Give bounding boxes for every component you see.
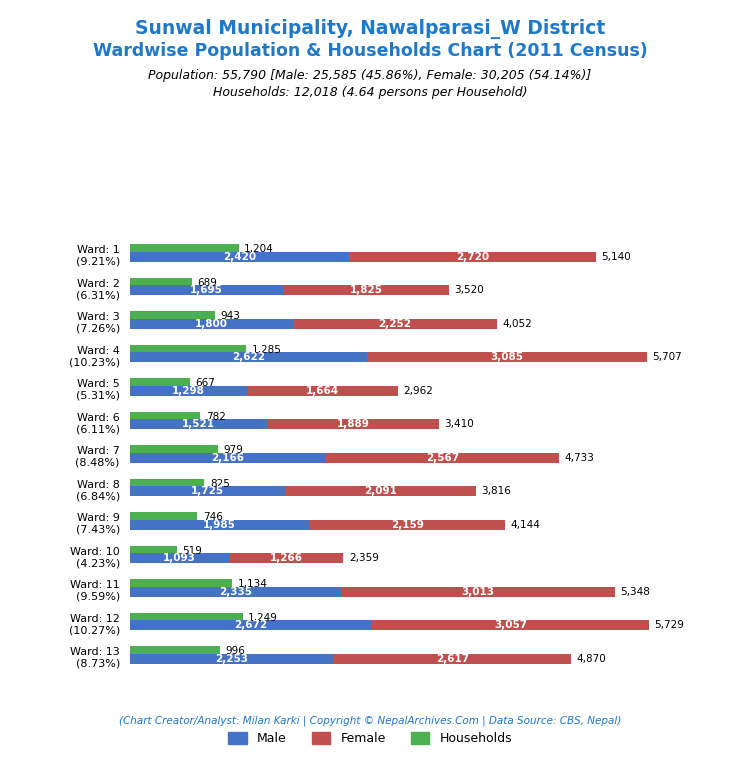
Text: 4,870: 4,870	[576, 654, 607, 664]
Bar	[130, 285, 283, 295]
Text: 1,285: 1,285	[252, 345, 281, 355]
Bar	[130, 319, 293, 329]
Text: 1,249: 1,249	[248, 613, 278, 623]
Text: 782: 782	[206, 412, 226, 422]
Text: 3,520: 3,520	[454, 285, 484, 295]
Text: 1,825: 1,825	[349, 285, 383, 295]
Text: 1,134: 1,134	[238, 579, 268, 589]
Text: 3,085: 3,085	[491, 353, 524, 362]
Text: 2,420: 2,420	[223, 252, 256, 262]
Text: 1,266: 1,266	[269, 553, 303, 563]
Bar	[130, 345, 246, 355]
Bar	[293, 319, 497, 329]
Text: 2,672: 2,672	[234, 620, 267, 630]
Bar	[130, 613, 243, 623]
Bar	[283, 285, 448, 295]
Text: 3,410: 3,410	[444, 419, 474, 429]
Text: 5,140: 5,140	[601, 252, 631, 262]
Bar	[309, 520, 505, 530]
Legend: Male, Female, Households: Male, Female, Households	[223, 727, 517, 750]
Text: 519: 519	[182, 546, 202, 556]
Text: Households: 12,018 (4.64 persons per Household): Households: 12,018 (4.64 persons per Hou…	[213, 86, 527, 99]
Bar	[130, 546, 177, 556]
Bar	[130, 379, 190, 389]
Text: 5,348: 5,348	[620, 587, 650, 597]
Bar	[130, 386, 247, 396]
Bar	[130, 252, 349, 262]
Text: 3,816: 3,816	[481, 486, 511, 496]
Text: 1,725: 1,725	[191, 486, 224, 496]
Bar	[349, 252, 596, 262]
Text: 1,664: 1,664	[306, 386, 339, 396]
Bar	[334, 654, 571, 664]
Bar	[367, 353, 648, 362]
Text: 996: 996	[225, 646, 245, 656]
Bar	[267, 419, 439, 429]
Text: 2,962: 2,962	[403, 386, 434, 396]
Bar	[130, 353, 367, 362]
Bar	[286, 486, 476, 496]
Text: 2,720: 2,720	[456, 252, 489, 262]
Text: 3,013: 3,013	[462, 587, 494, 597]
Text: 5,729: 5,729	[655, 620, 684, 630]
Text: 1,204: 1,204	[244, 244, 274, 254]
Text: 4,733: 4,733	[565, 452, 594, 462]
Bar	[130, 646, 220, 656]
Text: 1,985: 1,985	[203, 520, 236, 530]
Text: 2,166: 2,166	[211, 452, 244, 462]
Text: 1,298: 1,298	[172, 386, 205, 396]
Text: (Chart Creator/Analyst: Milan Karki | Copyright © NepalArchives.Com | Data Sourc: (Chart Creator/Analyst: Milan Karki | Co…	[119, 715, 621, 726]
Bar	[130, 445, 218, 455]
Text: 1,521: 1,521	[182, 419, 215, 429]
Bar	[247, 386, 398, 396]
Bar	[130, 512, 197, 522]
Text: 943: 943	[221, 311, 240, 321]
Text: 2,252: 2,252	[378, 319, 411, 329]
Text: 2,359: 2,359	[349, 553, 379, 563]
Text: 2,091: 2,091	[364, 486, 397, 496]
Text: Sunwal Municipality, Nawalparasi_W District: Sunwal Municipality, Nawalparasi_W Distr…	[135, 19, 605, 39]
Bar	[130, 587, 341, 597]
Bar	[326, 452, 559, 462]
Text: 825: 825	[209, 478, 229, 488]
Bar	[130, 278, 192, 288]
Bar	[130, 553, 229, 563]
Text: 5,707: 5,707	[653, 353, 682, 362]
Text: 2,622: 2,622	[232, 353, 265, 362]
Text: 4,144: 4,144	[511, 520, 541, 530]
Text: 2,617: 2,617	[436, 654, 469, 664]
Text: 2,159: 2,159	[391, 520, 424, 530]
Text: 689: 689	[198, 278, 218, 288]
Bar	[130, 412, 201, 422]
Bar	[341, 587, 615, 597]
Bar	[130, 520, 309, 530]
Bar	[130, 452, 326, 462]
Text: Wardwise Population & Households Chart (2011 Census): Wardwise Population & Households Chart (…	[92, 42, 648, 60]
Bar	[229, 553, 343, 563]
Text: 4,052: 4,052	[502, 319, 532, 329]
Text: 1,093: 1,093	[163, 553, 195, 563]
Text: Population: 55,790 [Male: 25,585 (45.86%), Female: 30,205 (54.14%)]: Population: 55,790 [Male: 25,585 (45.86%…	[149, 69, 591, 82]
Bar	[130, 311, 215, 321]
Text: 2,567: 2,567	[425, 452, 459, 462]
Bar	[130, 654, 334, 664]
Bar	[130, 620, 372, 630]
Text: 1,695: 1,695	[190, 285, 223, 295]
Bar	[130, 579, 232, 589]
Text: 746: 746	[203, 512, 223, 522]
Bar	[130, 419, 267, 429]
Bar	[372, 620, 649, 630]
Text: 1,800: 1,800	[195, 319, 228, 329]
Bar	[130, 478, 204, 488]
Text: 2,335: 2,335	[219, 587, 252, 597]
Text: 979: 979	[223, 445, 243, 455]
Text: 1,889: 1,889	[337, 419, 369, 429]
Bar	[130, 244, 239, 254]
Bar	[130, 486, 286, 496]
Text: 2,253: 2,253	[215, 654, 248, 664]
Text: 3,057: 3,057	[494, 620, 527, 630]
Text: 667: 667	[195, 379, 215, 389]
